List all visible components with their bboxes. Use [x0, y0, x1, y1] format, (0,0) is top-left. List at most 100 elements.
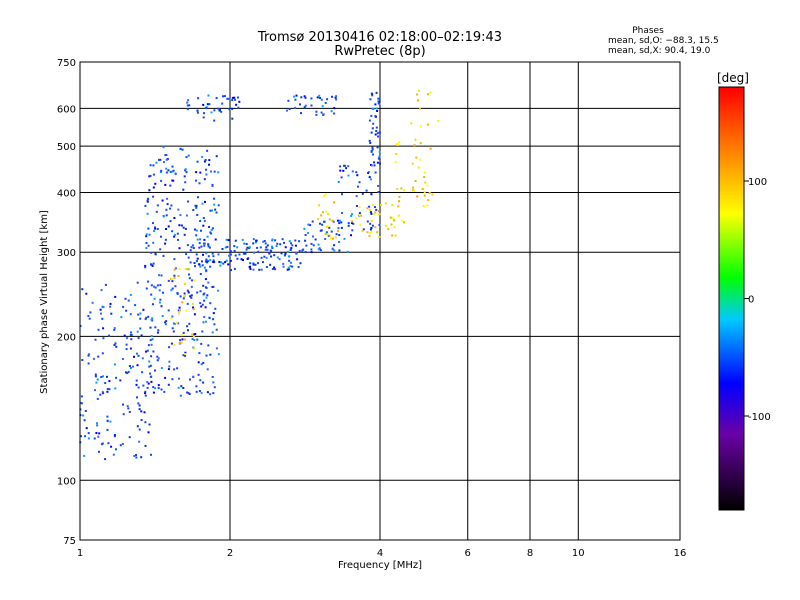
data-point	[322, 211, 324, 214]
data-point	[415, 156, 418, 159]
data-point	[150, 284, 153, 287]
data-point	[199, 238, 202, 241]
data-point	[372, 108, 375, 110]
data-point	[198, 246, 201, 249]
data-point	[375, 130, 378, 132]
data-point	[320, 214, 323, 217]
data-point	[159, 158, 162, 161]
data-point	[140, 456, 143, 459]
data-point	[205, 354, 208, 357]
data-point	[113, 435, 116, 438]
data-point	[323, 220, 325, 223]
data-point	[303, 106, 306, 109]
data-point	[338, 222, 341, 225]
data-point	[145, 350, 147, 353]
data-point	[223, 95, 226, 98]
data-point	[281, 238, 284, 241]
data-point	[209, 393, 212, 396]
data-point	[368, 176, 371, 179]
data-point	[337, 227, 340, 230]
data-point	[328, 226, 331, 229]
data-point	[152, 241, 155, 244]
data-point	[147, 227, 150, 230]
data-point	[104, 458, 107, 461]
data-point	[365, 189, 368, 192]
data-point	[254, 241, 257, 244]
data-point	[158, 301, 161, 304]
data-point	[147, 244, 150, 247]
data-point	[99, 308, 102, 311]
data-point	[217, 107, 220, 110]
data-point	[164, 183, 167, 186]
x-tick-label: 4	[377, 548, 383, 559]
data-point	[207, 281, 210, 284]
data-point	[154, 286, 157, 289]
data-point	[231, 117, 234, 120]
data-point	[310, 248, 313, 251]
data-point	[320, 111, 323, 114]
data-point	[367, 172, 370, 174]
data-point	[423, 190, 426, 193]
data-point	[94, 338, 97, 341]
data-point	[426, 184, 429, 187]
y-tick-label: 500	[57, 142, 76, 153]
data-point	[226, 97, 229, 100]
data-point	[109, 420, 112, 423]
data-point	[144, 318, 147, 321]
data-point	[144, 394, 147, 397]
data-point	[375, 107, 378, 110]
data-point	[391, 204, 394, 207]
data-point	[206, 368, 209, 371]
data-point	[335, 95, 338, 98]
data-point	[165, 320, 168, 323]
data-point	[146, 199, 149, 202]
data-point	[152, 391, 155, 394]
data-point	[213, 323, 216, 326]
stats-o-mode: mean, sd,O: −88.3, 15.5	[608, 36, 719, 46]
data-point	[191, 279, 193, 282]
data-point	[289, 261, 292, 264]
data-point	[319, 97, 322, 99]
data-point	[343, 164, 345, 167]
data-point	[198, 242, 201, 245]
data-point	[273, 266, 276, 269]
data-point	[371, 127, 374, 130]
data-point	[248, 246, 251, 249]
data-point	[412, 189, 415, 192]
data-point	[329, 237, 332, 240]
data-point	[168, 360, 171, 363]
data-point	[351, 222, 353, 224]
data-point	[366, 231, 369, 234]
data-point	[97, 355, 100, 358]
data-point	[184, 268, 187, 271]
data-point	[170, 342, 173, 345]
data-point	[177, 309, 180, 312]
data-point	[135, 379, 138, 382]
data-point	[368, 119, 371, 122]
data-point	[284, 246, 287, 249]
data-point	[119, 444, 122, 447]
data-point	[226, 245, 229, 248]
data-point	[137, 313, 140, 316]
data-point	[108, 380, 111, 383]
data-point	[213, 197, 216, 200]
data-point	[426, 123, 429, 126]
data-point	[139, 317, 142, 320]
data-point	[146, 386, 149, 389]
data-point	[178, 306, 181, 309]
data-point	[153, 297, 156, 300]
data-point	[249, 262, 252, 265]
data-point	[156, 204, 159, 207]
data-point	[112, 453, 115, 456]
data-point	[200, 229, 202, 232]
data-point	[102, 337, 105, 340]
data-point	[359, 214, 362, 217]
data-point	[146, 200, 149, 203]
x-tick-label: 10	[572, 548, 585, 559]
data-point	[134, 304, 137, 307]
x-tick-label: 2	[227, 548, 233, 559]
data-point	[215, 328, 218, 331]
data-point	[119, 379, 122, 382]
data-point	[88, 353, 91, 356]
data-point	[181, 148, 184, 151]
